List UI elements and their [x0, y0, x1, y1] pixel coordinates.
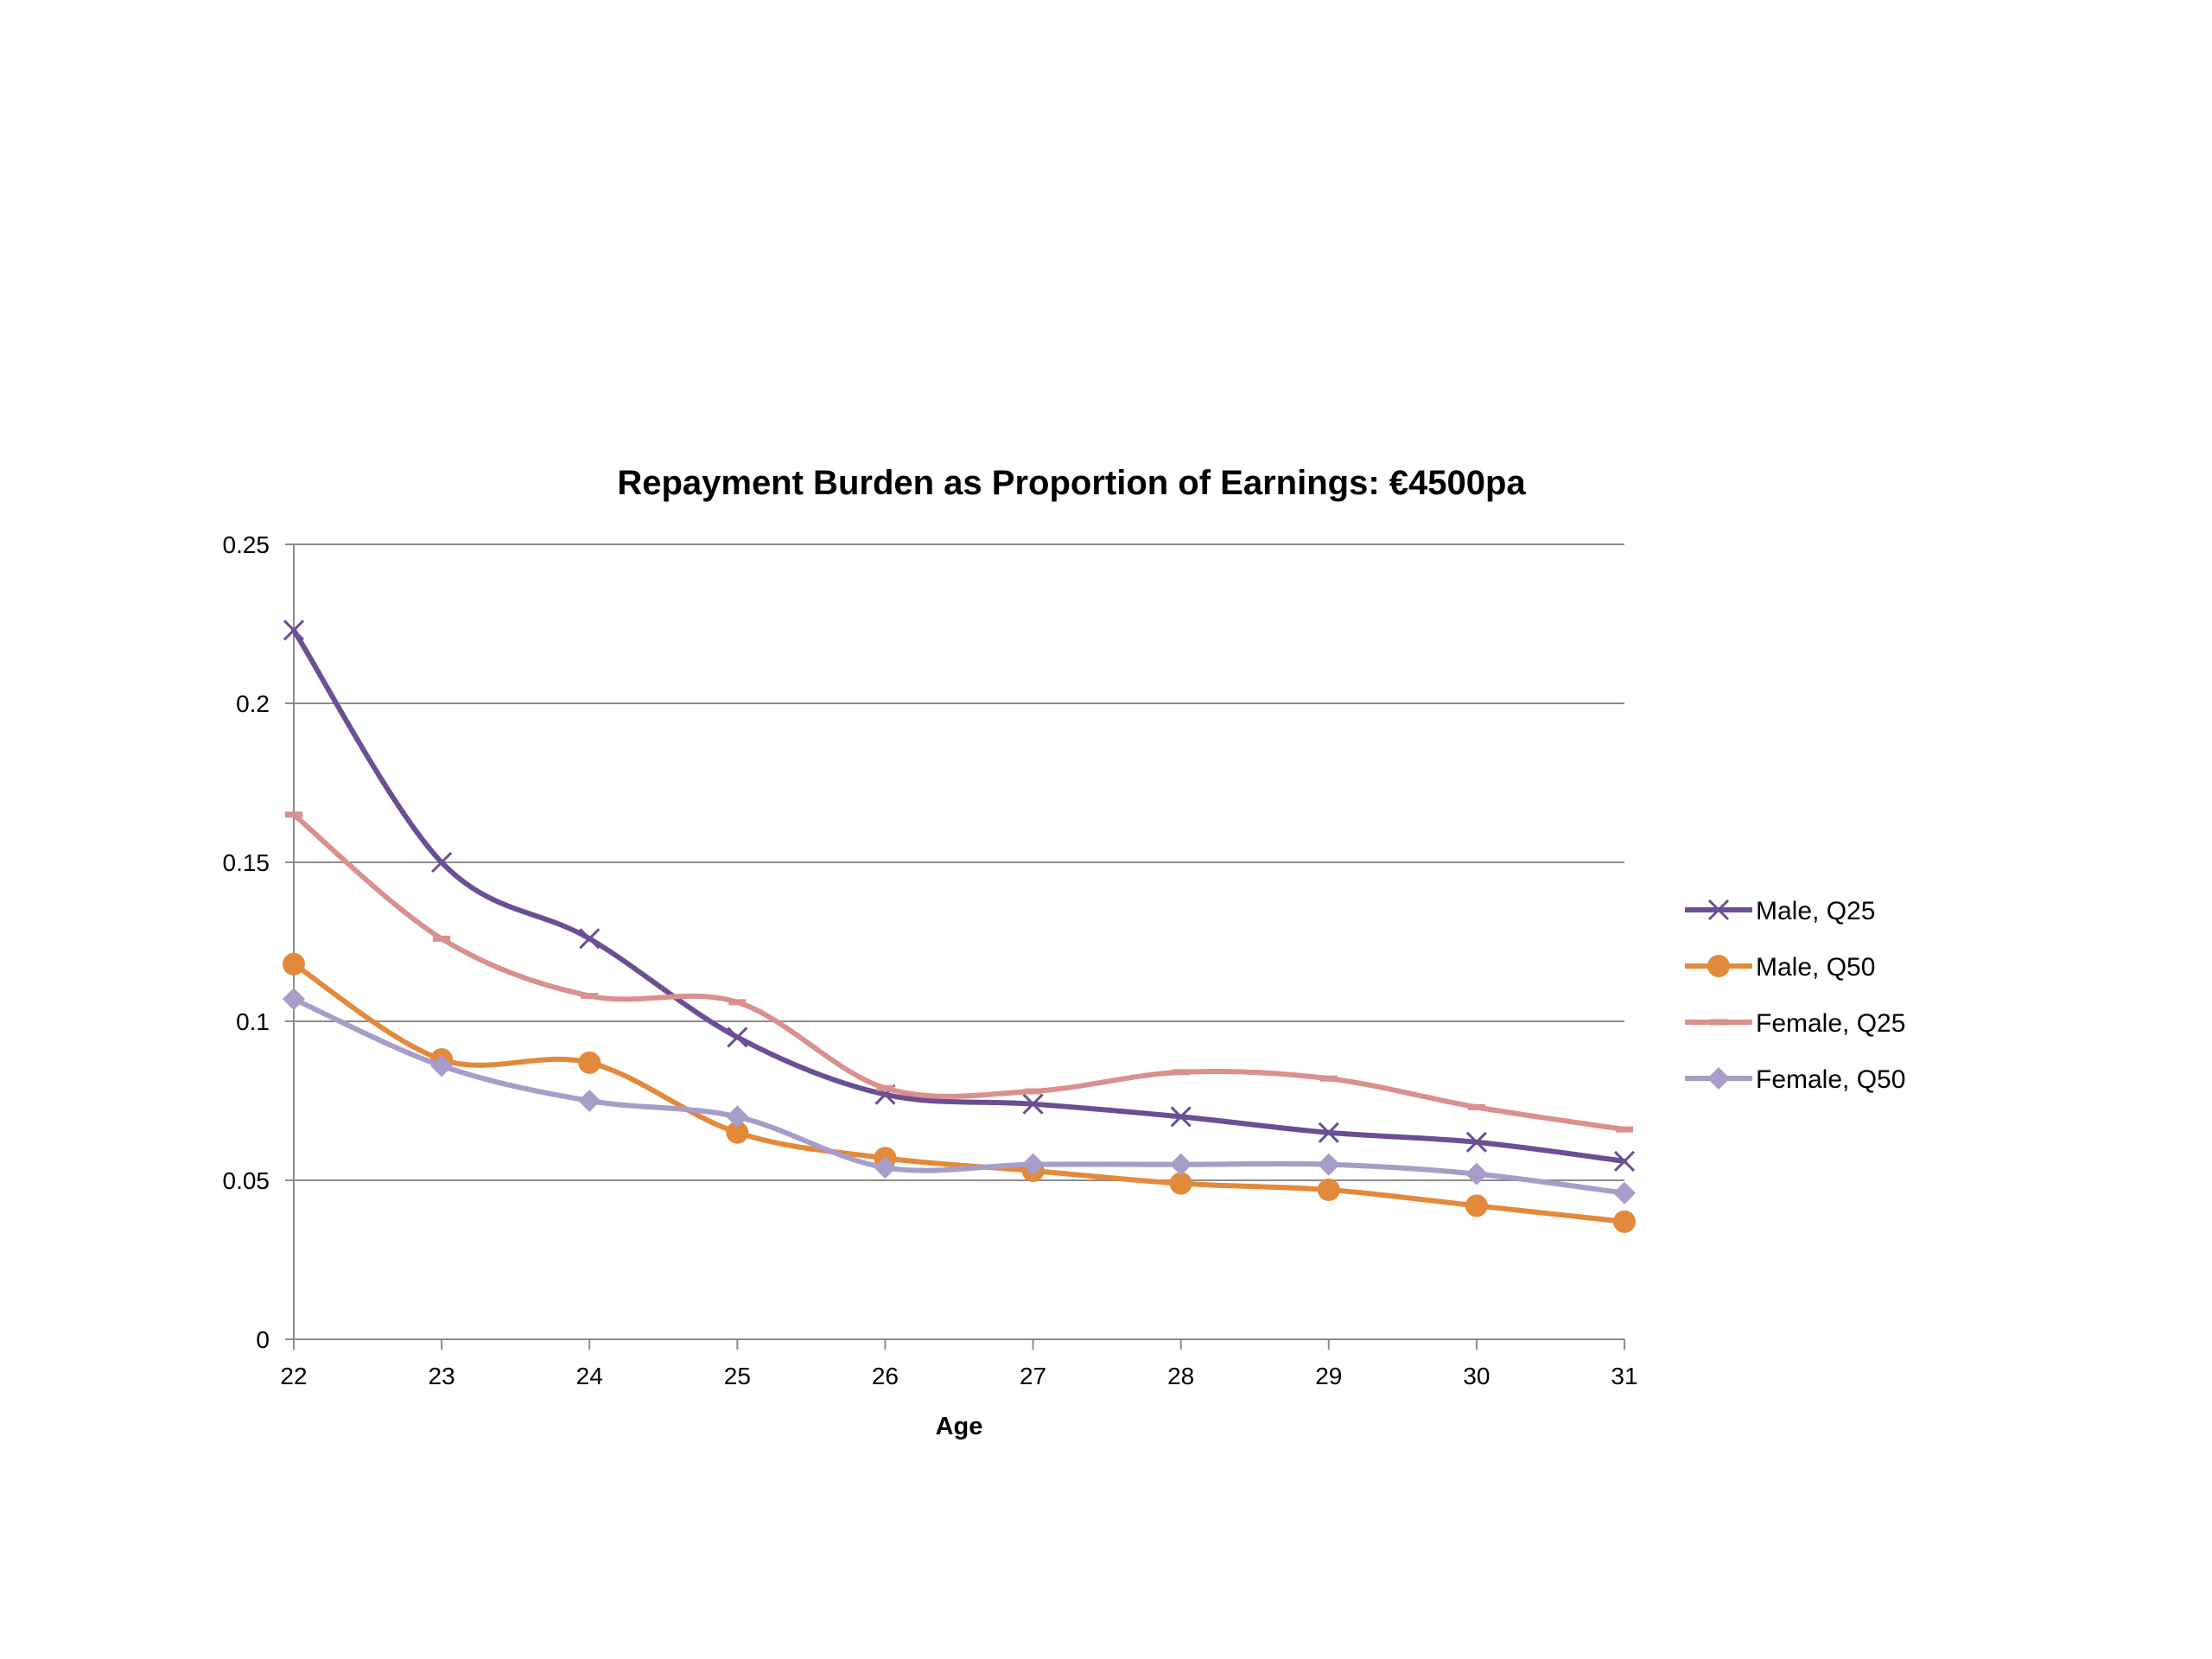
legend-label: Female, Q50 [1756, 1065, 1905, 1094]
data-point [1465, 1131, 1487, 1153]
data-point [1022, 1093, 1044, 1115]
series-0 [283, 620, 1636, 1172]
data-point [578, 1090, 601, 1112]
x-tick-label: 23 [429, 1363, 455, 1389]
y-tick-label: 0.25 [223, 531, 270, 558]
y-tick-label: 0 [256, 1326, 270, 1353]
data-point [1465, 1194, 1488, 1217]
data-point [1613, 1181, 1636, 1205]
data-point [1169, 1153, 1192, 1176]
data-point [727, 1027, 748, 1048]
y-tick-label: 0.05 [223, 1167, 270, 1194]
legend-label: Male, Q50 [1756, 953, 1875, 982]
series-line [291, 996, 1627, 1196]
x-axis-title: Age [936, 1413, 983, 1440]
y-tick-label: 0.1 [236, 1008, 270, 1035]
x-tick-label: 27 [1020, 1363, 1046, 1389]
data-point [431, 851, 453, 874]
x-tick-label: 22 [280, 1363, 307, 1389]
x-tick-label: 26 [872, 1363, 899, 1389]
data-point [1465, 1162, 1488, 1185]
series-layer [283, 620, 1636, 1233]
data-point [726, 1121, 749, 1144]
legend-item: Male, Q50 [1685, 953, 1875, 982]
data-point [579, 928, 601, 950]
series-1 [283, 952, 1636, 1233]
data-point [1613, 1150, 1636, 1172]
data-point [1170, 1106, 1192, 1128]
series-3 [283, 988, 1636, 1205]
legend-item: Male, Q25 [1685, 897, 1875, 925]
x-tick-label: 25 [724, 1363, 751, 1389]
data-point [874, 1156, 897, 1179]
x-tick-label: 28 [1167, 1363, 1194, 1389]
x-tick-label: 31 [1611, 1363, 1637, 1389]
data-point [283, 988, 305, 1011]
legend-item: Female, Q50 [1685, 1065, 1905, 1094]
grid-layer [294, 543, 1624, 1181]
data-point [430, 1054, 454, 1077]
series-line [291, 811, 1627, 1133]
series-line [291, 627, 1627, 1164]
x-tick-label: 24 [576, 1363, 603, 1389]
legend-marker [1707, 899, 1730, 921]
data-point [1317, 1179, 1340, 1202]
data-point [283, 952, 305, 976]
legend-label: Female, Q25 [1756, 1009, 1905, 1038]
data-point [1169, 1172, 1192, 1195]
x-tick-label: 30 [1463, 1363, 1490, 1389]
data-point [283, 620, 305, 641]
axis-layer: 0 0.05 0.1 0.15 0.2 0.25 22 23 24 25 26 27 28 29 30 31 [223, 531, 1638, 1389]
legend-marker [1707, 1067, 1730, 1090]
legend-label: Male, Q25 [1756, 897, 1875, 925]
x-tick-label: 29 [1315, 1363, 1342, 1389]
chart-title: Repayment Burden as Proportion of Earnin… [617, 464, 1526, 502]
data-point [578, 1051, 601, 1074]
legend-item: Female, Q25 [1685, 1009, 1905, 1038]
series-2 [285, 811, 1633, 1133]
legend-marker [1707, 955, 1730, 977]
y-tick-label: 0.2 [236, 690, 270, 717]
data-point [1613, 1210, 1636, 1233]
legend: Male, Q25 Male, Q50 Female, Q25 Female, Q50 [1685, 897, 1905, 1094]
y-tick-label: 0.15 [223, 849, 270, 876]
data-point [726, 1105, 749, 1128]
series-line [291, 961, 1627, 1224]
data-point [1318, 1122, 1339, 1143]
data-point [1021, 1153, 1045, 1176]
data-point [1317, 1153, 1340, 1176]
